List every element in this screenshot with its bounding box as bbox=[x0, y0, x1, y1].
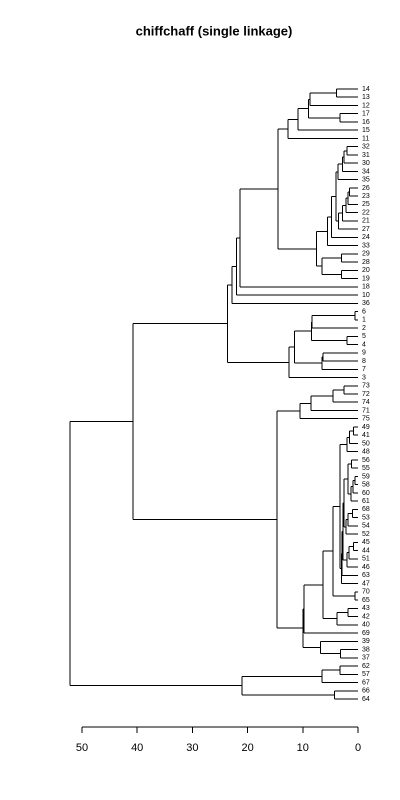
leaf-label: 5 bbox=[362, 333, 366, 340]
leaf-label: 43 bbox=[362, 605, 370, 612]
x-tick-label: 20 bbox=[241, 742, 253, 754]
leaf-label: 26 bbox=[362, 185, 370, 192]
leaf-label: 24 bbox=[362, 234, 370, 241]
leaf-label: 44 bbox=[362, 547, 370, 554]
leaf-label: 4 bbox=[362, 341, 366, 348]
leaf-label: 67 bbox=[362, 679, 370, 686]
leaf-label: 7 bbox=[362, 366, 366, 373]
leaf-label: 2 bbox=[362, 325, 366, 332]
leaf-label: 22 bbox=[362, 209, 370, 216]
leaf-label: 71 bbox=[362, 407, 370, 414]
leaf-label: 53 bbox=[362, 514, 370, 521]
leaf-label: 58 bbox=[362, 482, 370, 489]
leaf-label: 18 bbox=[362, 284, 370, 291]
leaf-label: 46 bbox=[362, 564, 370, 571]
x-tick-label: 0 bbox=[355, 742, 361, 754]
leaf-label: 51 bbox=[362, 556, 370, 563]
x-tick-label: 10 bbox=[297, 742, 309, 754]
leaf-label: 60 bbox=[362, 490, 370, 497]
leaf-label: 64 bbox=[362, 696, 370, 703]
leaf-label: 49 bbox=[362, 424, 370, 431]
leaf-label: 27 bbox=[362, 226, 370, 233]
leaf-label: 11 bbox=[362, 135, 369, 142]
leaf-label: 36 bbox=[362, 300, 370, 307]
leaf-label: 50 bbox=[362, 440, 370, 447]
leaf-label: 21 bbox=[362, 218, 370, 225]
leaf-label: 57 bbox=[362, 671, 370, 678]
leaf-label: 28 bbox=[362, 259, 370, 266]
leaf-label: 37 bbox=[362, 655, 370, 662]
leaf-label: 6 bbox=[362, 308, 366, 315]
leaf-label: 42 bbox=[362, 613, 370, 620]
x-tick-label: 30 bbox=[186, 742, 198, 754]
leaf-label: 3 bbox=[362, 374, 366, 381]
leaf-label: 15 bbox=[362, 127, 370, 134]
leaf-label: 20 bbox=[362, 267, 370, 274]
leaf-label: 45 bbox=[362, 539, 370, 546]
leaf-label: 17 bbox=[362, 111, 370, 118]
leaf-label: 40 bbox=[362, 622, 370, 629]
leaf-label: 63 bbox=[362, 572, 370, 579]
leaf-label: 31 bbox=[362, 152, 370, 159]
leaf-label: 30 bbox=[362, 160, 370, 167]
leaf-label: 52 bbox=[362, 531, 370, 538]
leaf-label: 56 bbox=[362, 457, 370, 464]
leaf-label: 12 bbox=[362, 102, 370, 109]
leaf-label: 61 bbox=[362, 498, 370, 505]
leaf-label: 34 bbox=[362, 168, 370, 175]
leaf-label: 19 bbox=[362, 275, 370, 282]
leaf-label: 74 bbox=[362, 399, 370, 406]
x-tick-label: 50 bbox=[76, 742, 88, 754]
leaf-label: 25 bbox=[362, 201, 370, 208]
leaf-label: 75 bbox=[362, 416, 370, 423]
leaf-label: 29 bbox=[362, 251, 370, 258]
leaf-label: 16 bbox=[362, 119, 370, 126]
leaf-label: 33 bbox=[362, 242, 370, 249]
leaf-label: 55 bbox=[362, 465, 370, 472]
leaf-label: 32 bbox=[362, 144, 370, 151]
chart-title: chiffchaff (single linkage) bbox=[136, 23, 293, 38]
leaf-label: 72 bbox=[362, 391, 370, 398]
leaf-label: 59 bbox=[362, 473, 370, 480]
leaf-label: 65 bbox=[362, 597, 370, 604]
leaf-label: 14 bbox=[362, 86, 370, 93]
leaf-label: 54 bbox=[362, 523, 370, 530]
leaf-label: 35 bbox=[362, 177, 370, 184]
leaf-label: 48 bbox=[362, 449, 370, 456]
x-tick-label: 40 bbox=[131, 742, 143, 754]
leaf-label: 23 bbox=[362, 193, 370, 200]
leaf-label: 8 bbox=[362, 358, 366, 365]
leaf-label: 9 bbox=[362, 350, 366, 357]
leaf-label: 73 bbox=[362, 383, 370, 390]
leaf-label: 41 bbox=[362, 432, 370, 439]
leaf-label: 39 bbox=[362, 638, 370, 645]
leaf-label: 68 bbox=[362, 506, 370, 513]
leaf-label: 13 bbox=[362, 94, 370, 101]
leaf-label: 47 bbox=[362, 580, 370, 587]
leaf-label: 1 bbox=[362, 317, 366, 324]
leaf-label: 69 bbox=[362, 630, 370, 637]
leaf-label: 62 bbox=[362, 663, 370, 670]
leaf-label: 38 bbox=[362, 646, 370, 653]
leaf-label: 70 bbox=[362, 589, 370, 596]
leaf-label: 66 bbox=[362, 688, 370, 695]
leaf-label: 10 bbox=[362, 292, 370, 299]
